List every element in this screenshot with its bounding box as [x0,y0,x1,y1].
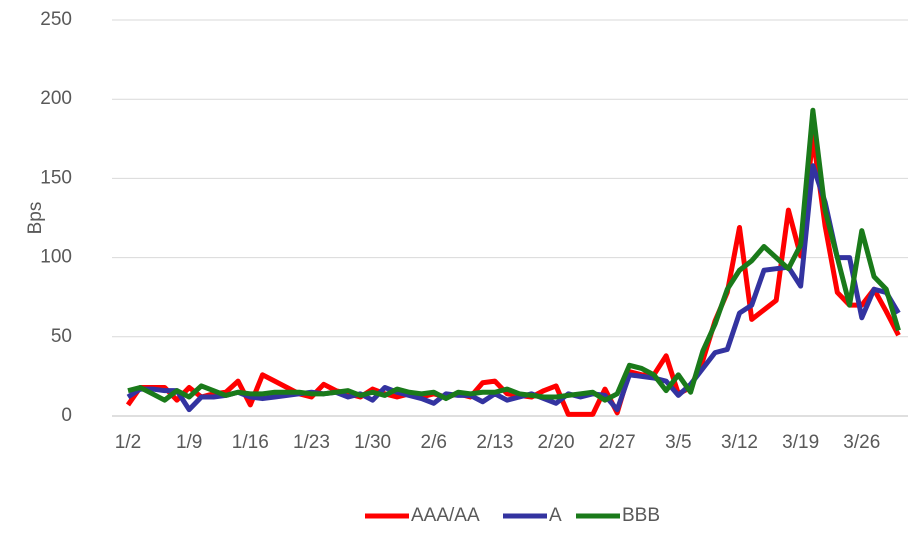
y-axis-label: Bps [25,202,46,235]
y-tick-label: 50 [51,326,72,347]
x-tick-label: 1/30 [354,432,391,453]
y-tick-label: 250 [40,9,72,30]
x-tick-label: 3/26 [843,432,880,453]
legend-label: BBB [622,505,660,526]
line-series [125,133,901,417]
y-tick-label: 100 [40,247,72,268]
line-series [127,107,901,403]
x-tick-label: 3/5 [665,432,691,453]
legend-label: A [549,505,562,526]
y-tick-label: 200 [40,88,72,109]
x-tick-label: 3/19 [782,432,819,453]
x-tick-label: 3/12 [721,432,758,453]
x-tick-label: 2/13 [476,432,513,453]
y-tick-label: 150 [40,167,72,188]
x-tick-label: 1/23 [293,432,330,453]
x-tick-label: 1/16 [232,432,269,453]
x-tick-label: 2/20 [538,432,575,453]
x-tick-label: 1/2 [115,432,141,453]
x-tick-label: 2/27 [599,432,636,453]
x-tick-label: 2/6 [421,432,447,453]
x-tick-label: 1/9 [176,432,202,453]
y-tick-label: 0 [61,405,72,426]
line-series [126,163,901,413]
legend-label: AAA/AA [411,505,480,526]
